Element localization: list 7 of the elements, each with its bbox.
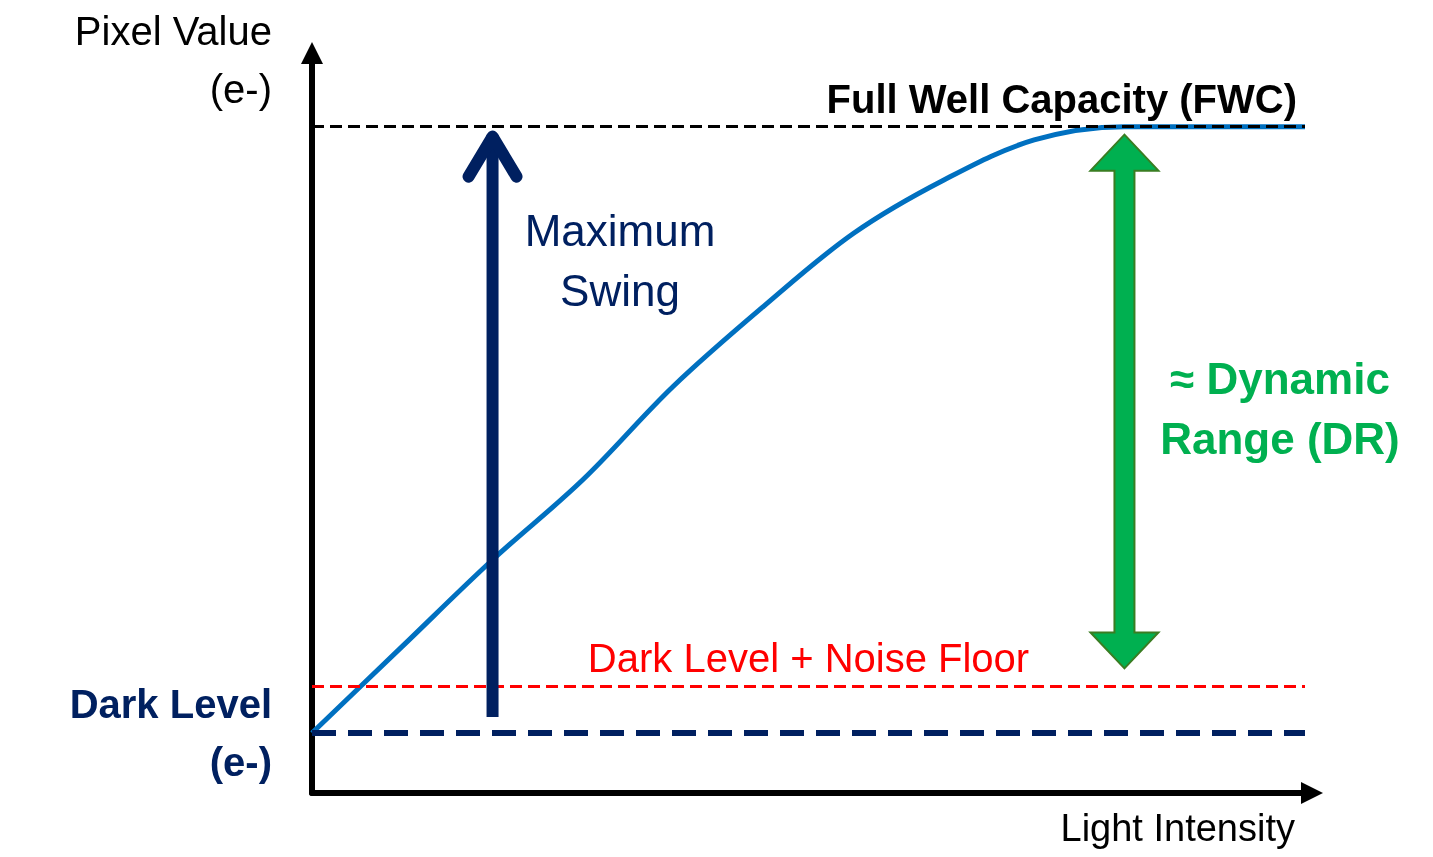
x-axis-title: Light Intensity [1060, 807, 1295, 849]
annotation: ≈ Dynamic Range (DR) [1160, 353, 1400, 463]
ref-line-label: Dark Level (e-) [69, 682, 272, 785]
y-axis-title: Pixel Value (e-) [74, 9, 272, 111]
annotation: Maximum Swing [524, 205, 716, 315]
ref-line-label: Full Well Capacity (FWC) [826, 76, 1297, 121]
ref-line-label: Dark Level + Noise Floor [587, 636, 1030, 681]
